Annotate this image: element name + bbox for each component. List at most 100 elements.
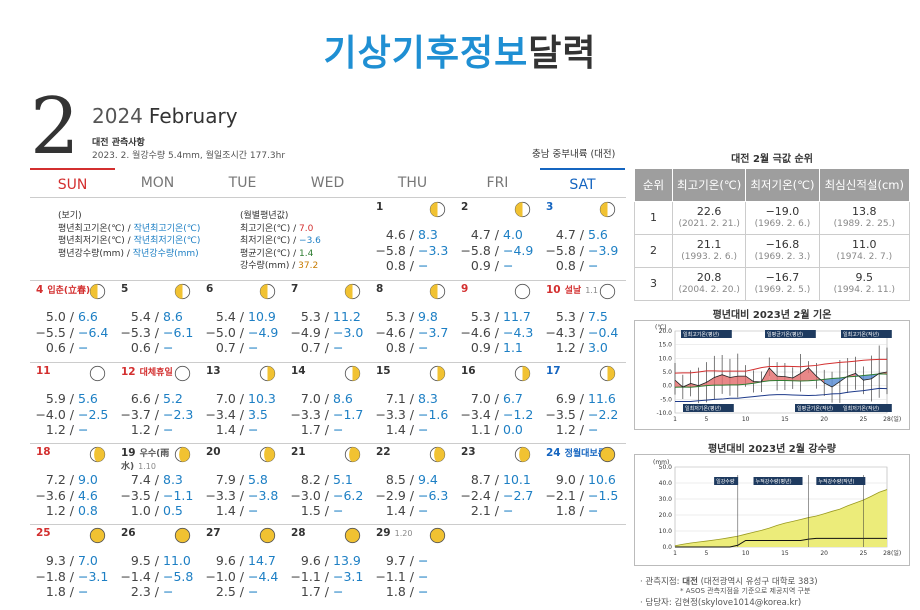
last-year-value: 0.5: [163, 503, 183, 518]
last-year-value: 6.6: [78, 309, 98, 324]
day-values: 5.4 / 10.9 −5.0 /−4.9 0.7 /−: [200, 309, 284, 356]
last-year-value: −3.0: [333, 324, 364, 340]
day-cell[interactable]: 4 입춘(立春) 5.0 / 6.6 −5.5 /−6.4 0.6 /−: [30, 281, 114, 359]
day-values: 8.7 / 10.1 −2.4 /−2.7 2.1 /−: [455, 472, 539, 519]
day-cell[interactable]: 2 4.7 / 4.0 −5.8 /−4.9 0.9 /−: [455, 199, 539, 277]
normal-value: 7.9 /: [215, 472, 244, 487]
legend-box: [795, 404, 846, 412]
day-cell[interactable]: 5 5.4 / 8.6 −5.3 /−6.1 0.6 /−: [115, 281, 199, 359]
weekday-thu: THU: [397, 175, 428, 191]
last-year-value: −6.3: [418, 487, 449, 503]
last-year-value: −0.4: [588, 324, 619, 340]
day-cell[interactable]: 25 9.3 / 7.0 −1.8 /−3.1 1.8 /−: [30, 525, 114, 603]
day-cell[interactable]: 29 1.20 9.7 /− −1.1 /−1.8 /−: [370, 525, 454, 603]
day-cell[interactable]: 8 5.3 / 9.8 −4.6 /−3.7 0.8 /−: [370, 281, 454, 359]
day-cell[interactable]: 10 설날 1.1 5.3 / 7.5 −4.3 /−0.4 1.2 / 3.0: [540, 281, 624, 359]
day-cell[interactable]: 21 8.2 / 5.1 −3.0 /−6.2 1.5 /−: [285, 444, 369, 522]
station-label: 대전 관측사항: [92, 138, 145, 148]
day-number-text: 13: [206, 365, 221, 377]
x-tick-label: 1: [673, 550, 677, 557]
day-cell[interactable]: 18 7.2 / 9.0 −3.6 /4.6 1.2 / 0.8: [30, 444, 114, 522]
footer-note: * ASOS 관측지점을 기준으로 제공지역 구분: [680, 587, 811, 595]
day-values: 8.5 / 9.4 −2.9 /−6.3 1.4 /−: [370, 472, 454, 519]
last-year-value: 4.0: [503, 227, 523, 242]
rank-cell: −16.8 (1969. 2. 3.): [745, 234, 820, 268]
day-cell[interactable]: 24 정월대보름 9.0 / 10.6 −2.1 /−1.5 1.8 /−: [540, 444, 624, 522]
day-values: 7.2 / 9.0 −3.6 /4.6 1.2 / 0.8: [30, 472, 114, 519]
moon-phase-icon: [514, 201, 531, 218]
day-cell[interactable]: 14 7.0 / 8.6 −3.3 /−1.7 1.7 /−: [285, 363, 369, 441]
day-cell[interactable]: 23 8.7 / 10.1 −2.4 /−2.7 2.1 /−: [455, 444, 539, 522]
day-cell[interactable]: 28 9.6 / 13.9 −1.1 /−3.1 1.7 /−: [285, 525, 369, 603]
normal-value: 1.2 /: [130, 422, 159, 437]
last-year-value: 5.2: [163, 391, 183, 406]
normal-value: 1.2 /: [45, 422, 74, 437]
day-cell[interactable]: 7 5.3 / 11.2 −4.9 /−3.0 0.7 /−: [285, 281, 369, 359]
y-axis-label: (mm): [653, 459, 669, 466]
day-cell[interactable]: 17 6.9 / 11.6 −3.5 /−2.2 1.2 /−: [540, 363, 624, 441]
x-tick-label: 25: [860, 550, 868, 557]
last-year-value: −: [248, 422, 259, 437]
y-tick-label: 0.0: [662, 383, 672, 390]
normal-value: 9.6 /: [215, 553, 244, 568]
anomaly-area: [808, 367, 817, 381]
normal-value: 1.2 /: [45, 503, 74, 518]
footer-contact: · 담당자: 김현정(skylove1014@korea.kr): [640, 598, 802, 608]
last-year-value: −1.7: [333, 406, 364, 422]
normal-value: 1.4 /: [215, 422, 244, 437]
day-cell[interactable]: 26 9.5 / 11.0 −1.4 /−5.8 2.3 /−: [115, 525, 199, 603]
last-year-value: 8.3: [418, 227, 438, 242]
day-cell[interactable]: 22 8.5 / 9.4 −2.9 /−6.3 1.4 /−: [370, 444, 454, 522]
last-year-value: −: [163, 584, 174, 599]
day-cell[interactable]: 9 5.3 / 11.7 −4.6 /−4.3 0.9 / 1.1: [455, 281, 539, 359]
anomaly-area: [745, 376, 754, 385]
y-tick-label: 10.0: [659, 355, 673, 362]
day-cell[interactable]: 16 7.0 / 6.7 −3.4 /−1.2 1.1 / 0.0: [455, 363, 539, 441]
y-tick-label: 30.0: [659, 496, 673, 503]
day-cell[interactable]: 27 9.6 / 14.7 −1.0 /−4.4 2.5 /−: [200, 525, 284, 603]
rank-cell: 11.0 (1974. 2. 7.): [818, 234, 911, 268]
normal-value: −2.1 /: [545, 487, 584, 503]
day-cell[interactable]: 13 7.0 / 10.3 −3.4 /3.5 1.4 /−: [200, 363, 284, 441]
rank-cell: 2: [634, 234, 673, 268]
moon-phase-icon: [599, 365, 616, 382]
last-year-value: 9.8: [418, 309, 438, 324]
last-year-value: −: [248, 584, 259, 599]
weekday-tue: TUE: [228, 175, 257, 191]
last-year-value: −4.4: [248, 568, 279, 584]
weekday-wed: WED: [310, 175, 345, 191]
moon-phase-icon: [429, 201, 446, 218]
normal-value: −1.0 /: [205, 568, 244, 584]
x-tick-label: 10: [742, 416, 750, 423]
holiday-label: 우수(雨水): [121, 449, 170, 472]
day-number: 28: [291, 527, 306, 539]
row-divider: [30, 362, 626, 363]
normal-value: 1.2 /: [555, 340, 584, 355]
day-values: 5.3 / 7.5 −4.3 /−0.4 1.2 / 3.0: [540, 309, 624, 356]
day-cell[interactable]: 15 7.1 / 8.3 −3.3 /−1.6 1.4 /−: [370, 363, 454, 441]
last-year-value: −: [163, 422, 174, 437]
day-number: 23: [461, 446, 476, 458]
rank-cell: 13.8 (1989. 2. 25.): [818, 201, 911, 235]
day-cell[interactable]: 20 7.9 / 5.8 −3.3 /−3.8 1.4 /−: [200, 444, 284, 522]
day-cell[interactable]: 3 4.7 / 5.6 −5.8 /−3.9 0.8 /−: [540, 199, 624, 277]
normal-value: 0.6 /: [130, 340, 159, 355]
last-year-value: −3.8: [248, 487, 279, 503]
y-tick-label: 20.0: [659, 328, 673, 335]
day-values: 5.9 / 5.6 −4.0 /−2.5 1.2 /−: [30, 391, 114, 438]
day-number: 11: [36, 365, 51, 377]
day-number: 14: [291, 365, 306, 377]
day-cell[interactable]: 12 대체휴일 6.6 / 5.2 −3.7 /−2.3 1.2 /−: [115, 363, 199, 441]
row-divider: [30, 443, 626, 444]
normal-value: 9.3 /: [45, 553, 74, 568]
day-cell[interactable]: 1 4.6 / 8.3 −5.8 /−3.3 0.8 /−: [370, 199, 454, 277]
normal-value: 1.8 /: [555, 503, 584, 518]
normal-value: 1.8 /: [45, 584, 74, 599]
day-cell[interactable]: 19 우수(雨水) 1.10 7.4 / 8.3 −3.5 /−1.1 1.0 / 0.5: [115, 444, 199, 522]
normal-value: −3.3 /: [205, 487, 244, 503]
last-year-value: −: [78, 422, 89, 437]
precip-chart-title: 평년대비 2023년 2월 강수량: [707, 444, 837, 455]
day-cell[interactable]: 6 5.4 / 10.9 −5.0 /−4.9 0.7 /−: [200, 281, 284, 359]
day-cell[interactable]: 11 5.9 / 5.6 −4.0 /−2.5 1.2 /−: [30, 363, 114, 441]
normal-value: −3.4 /: [460, 406, 499, 422]
